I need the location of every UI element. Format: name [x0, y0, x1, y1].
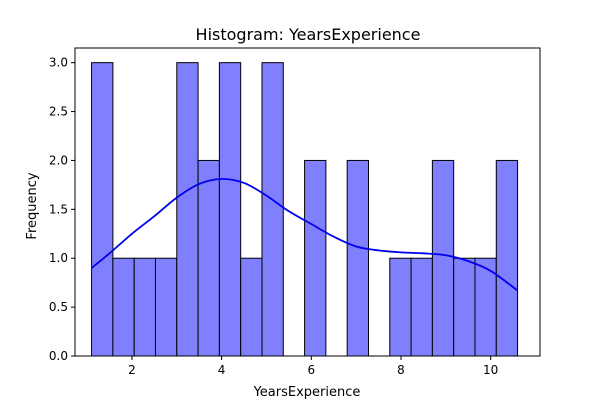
histogram-bar	[346, 159, 369, 357]
histogram-bar	[389, 257, 412, 357]
y-tick-label: 0.5	[49, 300, 68, 314]
x-tick-label: 8	[397, 363, 405, 377]
y-tick-label: 1.5	[49, 202, 68, 216]
histogram-bar	[176, 62, 199, 357]
y-axis-label: Frequency	[25, 172, 40, 239]
kde-layer	[91, 178, 519, 292]
y-tick-label: 2.5	[49, 105, 68, 119]
histogram-bar	[410, 257, 433, 357]
histogram-bar	[112, 257, 135, 357]
x-tick-label: 6	[307, 363, 315, 377]
histogram-bar	[495, 159, 519, 357]
histogram-bar	[197, 159, 220, 357]
kde-curve	[91, 178, 519, 292]
y-tick-label: 3.0	[49, 56, 68, 70]
x-tick-label: 2	[128, 363, 136, 377]
histogram-bar	[261, 62, 284, 357]
x-tick-label: 10	[483, 363, 498, 377]
histogram-bar	[91, 62, 114, 357]
y-tick-label: 1.0	[49, 251, 68, 265]
axes-layer: 2 4 6 8 10 0.0 0.5 1.0 1.5 2.0 2.5 3.0	[49, 47, 541, 377]
histogram-bar	[154, 257, 178, 357]
plot-frame	[74, 47, 541, 357]
y-tick-label: 0.0	[49, 349, 68, 363]
chart-title: Histogram: YearsExperience	[196, 25, 421, 44]
x-tick-label: 4	[218, 363, 226, 377]
x-axis-label: YearsExperience	[253, 385, 361, 400]
histogram-bar	[431, 159, 455, 357]
y-tick-label: 2.0	[49, 153, 68, 167]
histogram-bar	[304, 159, 327, 357]
histogram-bar	[240, 257, 263, 357]
histogram-bar	[453, 257, 476, 357]
histogram-bar	[218, 62, 242, 357]
bars-layer	[91, 62, 519, 357]
histogram-bar	[133, 257, 156, 357]
